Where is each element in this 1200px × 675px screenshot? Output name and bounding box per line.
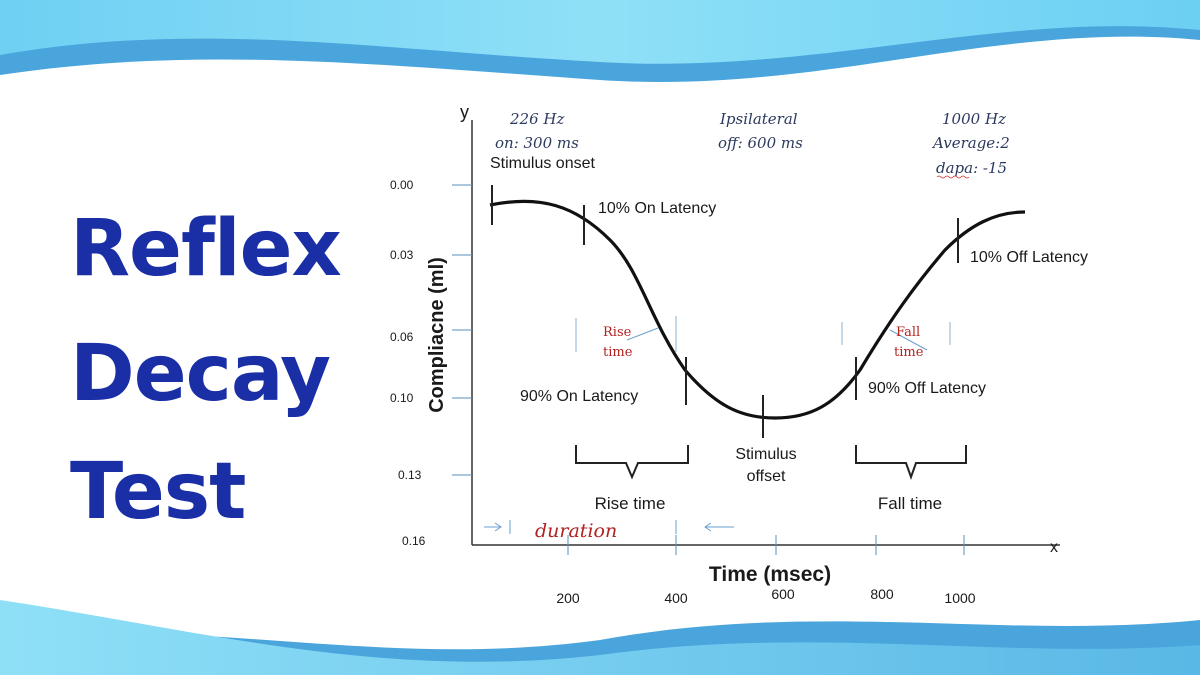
- x-tick-label: 1000: [944, 590, 975, 606]
- param-off-time: off: 600 ms: [718, 134, 803, 152]
- param-stim-frequency: 1000 Hz: [942, 110, 1006, 128]
- rise-time-label: Rise time: [595, 494, 666, 513]
- off-latency-10-label: 10% Off Latency: [970, 249, 1088, 266]
- on-latency-10-label: 10% On Latency: [598, 200, 716, 217]
- fall-time-red-label: time: [894, 345, 924, 360]
- x-tick-label: 400: [664, 590, 688, 606]
- off-latency-90-label: 90% Off Latency: [868, 380, 986, 397]
- title-line-1: Reflex: [70, 204, 342, 294]
- y-tick-label: 0.00: [390, 178, 414, 192]
- rise-time-red-label: time: [603, 345, 633, 360]
- top-wave-light: [0, 0, 1200, 64]
- param-frequency: 226 Hz: [509, 110, 564, 128]
- param-dapa: dapa: -15: [936, 159, 1007, 177]
- x-tick-label: 200: [556, 590, 580, 606]
- fall-time-label: Fall time: [878, 494, 942, 513]
- stimulus-offset-label: Stimulus: [735, 446, 796, 463]
- stimulus-onset-label: Stimulus onset: [490, 155, 595, 172]
- y-tick-label: 0.13: [398, 468, 422, 482]
- param-mode: Ipsilateral: [719, 110, 798, 128]
- x-tick-label: 600: [771, 586, 795, 602]
- x-tick-label: 800: [870, 586, 894, 602]
- y-axis-symbol: y: [460, 102, 469, 122]
- x-axis-symbol: x: [1050, 539, 1058, 556]
- param-average: Average:2: [931, 134, 1010, 152]
- y-tick-label: 0.03: [390, 248, 414, 262]
- y-tick-label: 0.16: [402, 534, 426, 548]
- fall-time-brace: [855, 445, 967, 480]
- title-line-2: Decay: [70, 329, 331, 419]
- bottom-wave-light: [0, 600, 1200, 675]
- stimulus-offset-label: offset: [747, 468, 786, 485]
- on-latency-90-label: 90% On Latency: [520, 388, 638, 405]
- duration-label: duration: [535, 520, 617, 542]
- spellcheck-underline: [936, 175, 970, 179]
- y-tick-label: 0.10: [390, 391, 414, 405]
- rise-time-red-label: Rise: [603, 325, 632, 340]
- reflex-curve: [489, 199, 1026, 420]
- rise-time-brace: [575, 445, 689, 480]
- title-line-3: Test: [70, 447, 246, 537]
- fall-time-red-label: Fall: [896, 325, 920, 340]
- x-axis-label: Time (msec): [709, 563, 831, 586]
- y-axis-label: Compliacne (ml): [426, 257, 448, 413]
- param-on-time: on: 300 ms: [495, 134, 579, 152]
- y-tick-label: 0.06: [390, 330, 414, 344]
